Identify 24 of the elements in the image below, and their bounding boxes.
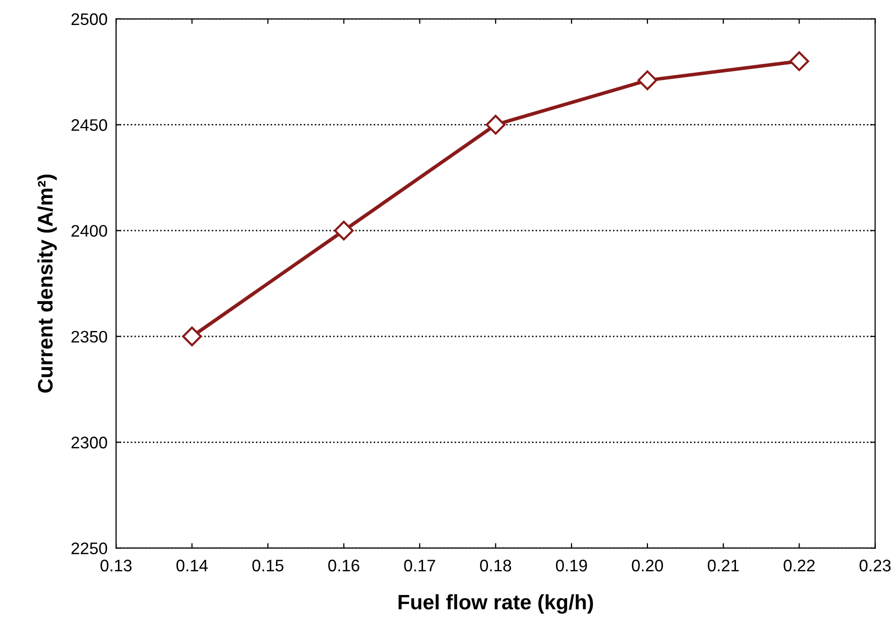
y-tick-label: 2300 [72, 436, 108, 448]
x-tick-label: 0.21 [708, 560, 739, 572]
y-tick-label: 2350 [72, 330, 108, 343]
point [182, 326, 202, 346]
x-tick-label: 0.17 [404, 560, 436, 572]
point [789, 51, 810, 72]
y-tick-label: 2450 [72, 119, 108, 131]
x-tick-label: 0.23 [860, 560, 891, 572]
x-axis-title: Fuel flow rate (kg/h) [398, 594, 593, 614]
x-tick-label: 0.14 [176, 560, 208, 572]
x-tick-label: 0.16 [328, 560, 360, 572]
y-tick-label: 2250 [72, 542, 108, 554]
x-tick-label: 0.13 [100, 560, 132, 572]
y-tick-label: 2400 [72, 224, 108, 237]
point [334, 220, 354, 240]
x-tick-label: 0.19 [556, 560, 587, 572]
point [638, 70, 658, 90]
x-tick-label: 0.22 [784, 560, 815, 572]
y-axis-title: Current density (A/m²) [37, 174, 57, 393]
x-tick-label: 0.20 [632, 560, 663, 572]
x-tick-label: 0.18 [480, 560, 512, 572]
y-tick-label: 2500 [72, 13, 108, 26]
x-tick-label: 0.15 [252, 560, 284, 572]
point [486, 114, 506, 135]
